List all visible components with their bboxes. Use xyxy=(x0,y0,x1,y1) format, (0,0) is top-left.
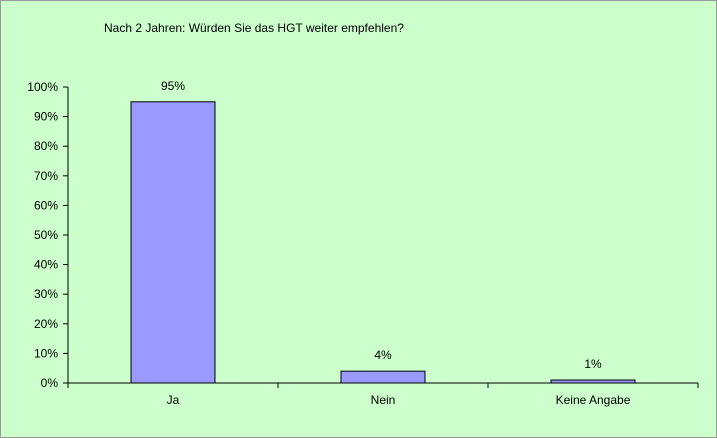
chart-title: Nach 2 Jahren: Würden Sie das HGT weiter… xyxy=(104,21,404,35)
bar-ja xyxy=(130,101,216,384)
bar-keine-angabe xyxy=(550,379,636,384)
y-tick-label: 70% xyxy=(34,169,58,183)
bar-nein xyxy=(340,370,426,384)
data-label: 95% xyxy=(161,79,185,93)
y-tick-label: 30% xyxy=(34,287,58,301)
data-label: 1% xyxy=(584,357,602,371)
y-tick-label: 100% xyxy=(27,80,58,94)
x-category-label: Ja xyxy=(167,393,180,407)
y-tick-label: 60% xyxy=(34,198,58,212)
y-tick-label: 90% xyxy=(34,110,58,124)
x-category-label: Nein xyxy=(371,393,396,407)
y-tick-label: 0% xyxy=(41,376,59,390)
y-tick-label: 80% xyxy=(34,139,58,153)
y-tick-label: 50% xyxy=(34,228,58,242)
y-tick-label: 40% xyxy=(34,258,58,272)
y-tick-label: 10% xyxy=(34,346,58,360)
y-tick-label: 20% xyxy=(34,317,58,331)
data-label: 4% xyxy=(374,348,392,362)
x-category-label: Keine Angabe xyxy=(556,393,631,407)
